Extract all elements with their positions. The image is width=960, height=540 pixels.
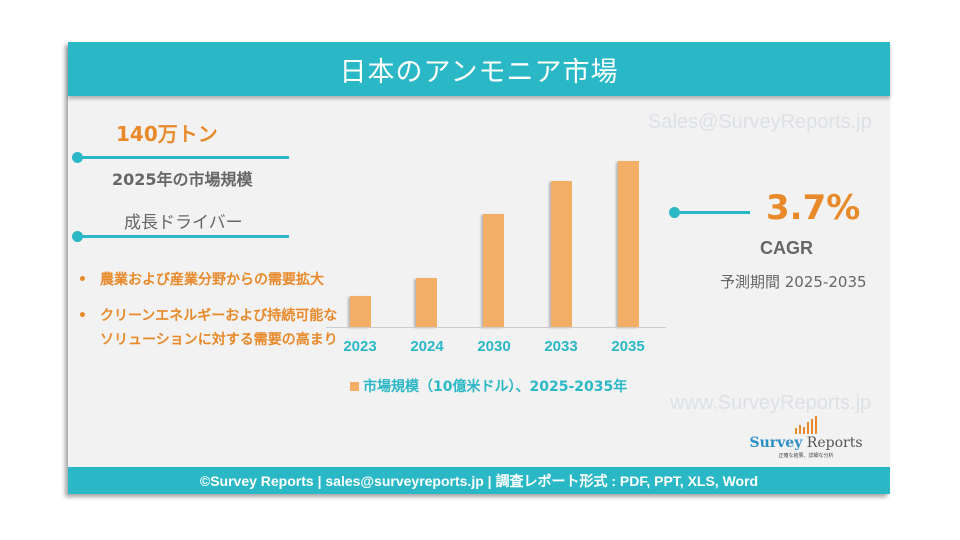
market-volume-label: 2025年の市場規模 <box>112 170 253 189</box>
x-tick-label: 2023 <box>343 338 377 355</box>
driver-item: • 農業および産業分野からの需要拡大 <box>76 268 346 292</box>
bar-2033 <box>551 181 572 327</box>
cagr-value: 3.7% <box>766 188 861 228</box>
header-banner: 日本のアンモニア市場 <box>68 42 890 96</box>
survey-reports-logo: Survey Reports 正確な結果、詳細な分析 <box>746 414 866 459</box>
chart-legend: 市場規模（10億米ドル）、2025-2035年 <box>350 376 627 396</box>
logo-name-part1: Survey <box>749 435 803 451</box>
bullet-icon: • <box>78 308 87 324</box>
divider-dot-icon <box>72 152 83 163</box>
bar-2030 <box>483 214 504 327</box>
forecast-period: 予測期間 2025-2035 <box>720 273 867 291</box>
drivers-list: • 農業および産業分野からの需要拡大 • クリーンエネルギーおよび持続可能なソリ… <box>76 268 346 364</box>
market-volume-value: 140万トン <box>116 122 218 146</box>
page-title: 日本のアンモニア市場 <box>339 56 619 88</box>
bar-chart-logo-icon <box>746 414 866 434</box>
footer-text: ©Survey Reports | sales@surveyreports.jp… <box>199 472 759 489</box>
x-tick-label: 2030 <box>477 338 511 355</box>
legend-swatch-icon <box>350 381 359 391</box>
bar-2024 <box>416 278 437 327</box>
website-watermark: www.SurveyReports.jp <box>670 392 872 414</box>
bar-2023 <box>350 296 371 327</box>
x-axis-line <box>326 327 666 328</box>
drivers-divider <box>72 231 289 242</box>
cagr-divider <box>669 207 750 218</box>
footer-banner: ©Survey Reports | sales@surveyreports.jp… <box>68 467 890 494</box>
bullet-icon: • <box>78 272 87 288</box>
logo-name-part2: Reports <box>802 435 863 451</box>
email-watermark: Sales@SurveyReports.jp <box>648 111 872 133</box>
x-tick-label: 2033 <box>544 338 578 355</box>
legend-label: 市場規模（10億米ドル）、2025-2035年 <box>363 379 628 395</box>
driver-item: • クリーンエネルギーおよび持続可能なソリューションに対する需要の高まり <box>76 304 346 352</box>
x-tick-label: 2024 <box>410 338 444 355</box>
x-tick-label: 2035 <box>611 338 645 355</box>
volume-divider <box>72 152 289 163</box>
infographic-card: 日本のアンモニア市場 Sales@SurveyReports.jp www.Su… <box>68 42 890 494</box>
divider-dot-icon <box>72 231 83 242</box>
drivers-heading: 成長ドライバー <box>124 213 243 233</box>
bar-chart: 2023 2024 2030 2033 2035 <box>326 152 666 355</box>
bar-2035 <box>618 161 639 327</box>
logo-tagline: 正確な結果、詳細な分析 <box>778 453 834 459</box>
divider-dot-icon <box>669 207 680 218</box>
cagr-label: CAGR <box>760 238 813 258</box>
